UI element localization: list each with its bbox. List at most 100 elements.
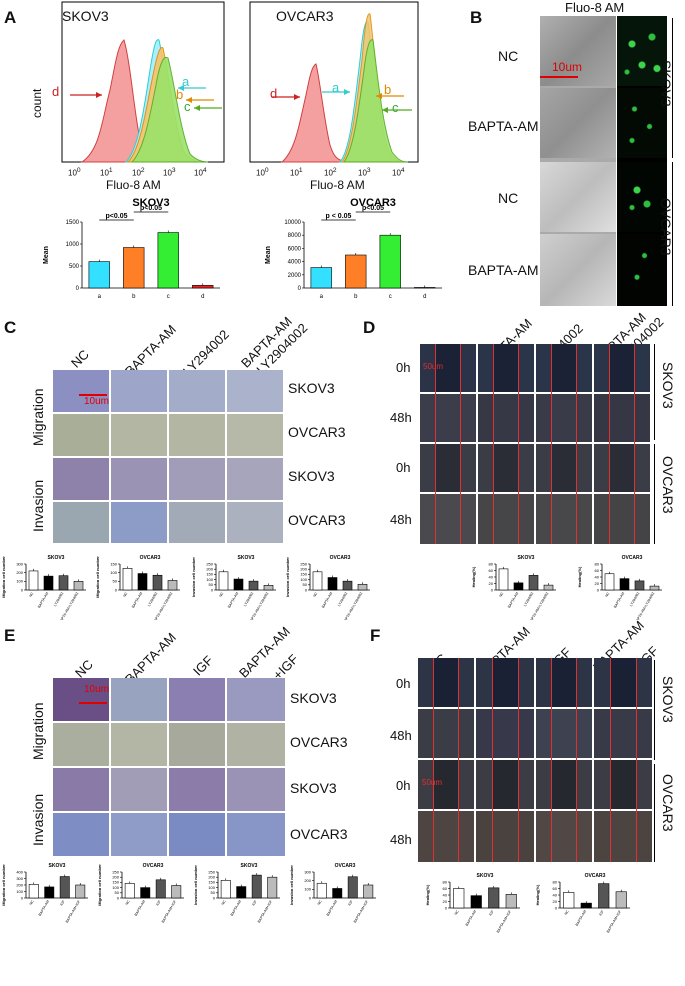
x-tick-label: LY294002 [629, 591, 640, 607]
y-tick-label: 80 [595, 561, 600, 566]
row-label: BAPTA-AM [468, 118, 539, 134]
micrograph [169, 813, 225, 856]
x-tick-label: NC [317, 899, 323, 906]
y-tick-label: 0 [76, 286, 80, 292]
x-tick-label: BAPTA-AM [37, 591, 49, 608]
row-label: 48h [390, 512, 412, 527]
wound-edge [492, 658, 493, 862]
bar-chart-skov3-mean: SKOV3 0 500 1000 1500 a b c d Mean p<0.05 p<0.05 [43, 197, 220, 300]
bar [59, 876, 70, 899]
micrograph [536, 394, 592, 442]
y-axis-label: Healing(%) [471, 566, 476, 587]
group-bracket [672, 162, 673, 306]
x-tick-label: LY294002 [53, 591, 64, 607]
tick-10-0: 100 [256, 167, 269, 178]
y-tick-label: 50 [115, 890, 120, 895]
micrograph [227, 458, 283, 500]
y-tick-label: 250 [208, 869, 215, 874]
x-tick-label: NC [125, 899, 131, 906]
micrograph [420, 344, 476, 392]
bar [157, 232, 179, 289]
micrograph [536, 811, 592, 862]
y-tick-label: 0 [21, 895, 24, 900]
micrograph [169, 414, 225, 456]
wound-edge [518, 658, 519, 862]
y-tick-label: 50 [209, 582, 214, 587]
group-label-ovcar3: OVCAR3 [660, 774, 676, 832]
micrograph [594, 344, 650, 392]
y-axis-label: Mean [43, 246, 50, 264]
wound-grid-f [418, 658, 652, 862]
micrograph [418, 760, 474, 809]
y-tick-label: 50 [113, 579, 118, 584]
bar [498, 568, 509, 591]
y-tick-label: 0 [555, 905, 558, 910]
micrograph [53, 414, 109, 456]
bar [598, 883, 610, 909]
micrograph [111, 723, 167, 766]
bar [152, 574, 163, 591]
arrowhead-c [382, 107, 388, 113]
micrograph [536, 658, 592, 707]
micrograph [227, 414, 283, 456]
y-tick-label: 80 [443, 879, 448, 884]
row-label: SKOV3 [288, 380, 335, 396]
micrograph [227, 502, 283, 543]
panel-label-c: C [4, 318, 17, 337]
y-tick-label: 300 [16, 561, 23, 566]
micrograph [227, 370, 283, 412]
x-tick-label: LY294002 [147, 591, 158, 607]
chart-title: SKOV3 [132, 197, 169, 209]
x-tick-label: IGF [488, 910, 494, 917]
group-label-skov3: SKOV3 [660, 362, 676, 409]
micrograph [111, 370, 167, 412]
micrograph [536, 494, 592, 544]
x-tick-label: NC [498, 591, 504, 598]
micrograph [53, 370, 109, 412]
x-tick-label: NC [28, 591, 34, 598]
bar [634, 580, 645, 591]
y-tick-label: 300 [304, 869, 311, 874]
x-tick-label: NC [218, 591, 224, 598]
bar [528, 575, 539, 591]
curve-label-a: a [332, 80, 340, 95]
y-tick-label: 0 [213, 895, 216, 900]
chart-title: OVCAR3 [585, 873, 606, 879]
arrowhead-d [294, 94, 300, 100]
x-tick-label: BAPTA-AM [465, 909, 477, 926]
tick-10-4: 104 [194, 167, 207, 178]
row-label: 0h [396, 676, 411, 691]
micrograph [420, 394, 476, 442]
y-axis-label: Invasion cell number [289, 865, 294, 905]
tick-10-2: 102 [324, 167, 337, 178]
micrograph [111, 458, 167, 500]
group-bracket [654, 344, 655, 440]
y-axis-label: Migration cell number [95, 556, 100, 598]
wound-edge [610, 658, 611, 862]
bar-chart-ovcar3-mean: OVCAR3 0 2000 4000 6000 8000 10000 a b c d Mean p < … [265, 197, 442, 300]
fluorescence-image [617, 88, 667, 158]
micrograph [418, 658, 474, 707]
fluorescence-column [617, 16, 667, 306]
x-tick-label: NC [312, 591, 318, 598]
bar [171, 885, 182, 899]
y-tick-label: 20 [489, 581, 494, 586]
wound-grid-d [420, 344, 650, 544]
y-tick-label: 100 [16, 889, 23, 894]
x-tick-label: NC [221, 899, 227, 906]
bar [236, 886, 247, 899]
curve-d [280, 63, 347, 163]
x-tick-label: BAPTA-AM [321, 591, 333, 608]
histogram-ovcar3-title: OVCAR3 [276, 8, 334, 24]
chart-title: OVCAR3 [622, 555, 643, 561]
micrograph [594, 709, 652, 758]
y-tick-label: 10000 [284, 220, 301, 226]
micrograph [476, 811, 534, 862]
row-label: 0h [396, 360, 411, 375]
micrograph [111, 678, 167, 721]
x-tick-label: BAPTA-AM+IGF [65, 900, 81, 924]
curve-label-d: d [52, 84, 60, 99]
